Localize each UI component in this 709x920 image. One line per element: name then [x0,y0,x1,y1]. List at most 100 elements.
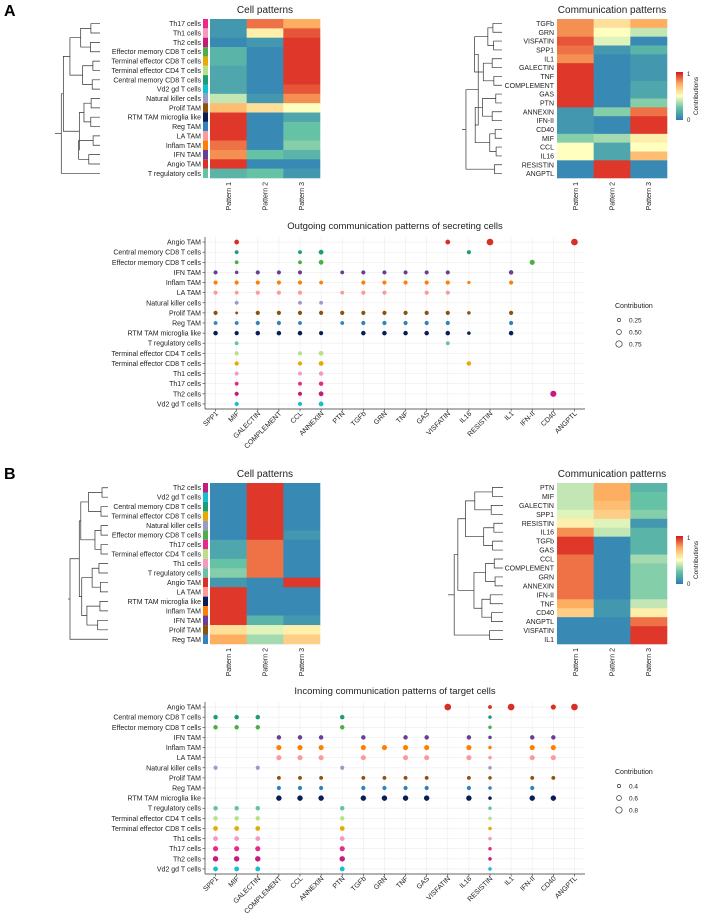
heatmap-row-label: Th17 cells [169,21,201,28]
dot [276,280,281,285]
dot [381,795,388,801]
heatmap-cell [593,107,631,117]
heatmap-cell [593,36,631,46]
dot [234,805,239,811]
dot [360,755,366,761]
dendrogram-branch [100,544,108,555]
dot [466,775,471,780]
heatmap-col-label: Pattern 2 [610,182,617,211]
row-color-swatch [203,28,208,38]
dot [298,250,302,255]
heatmap-cell [593,54,631,64]
dot [234,826,240,831]
heatmap-cell [246,587,284,597]
dot [424,310,429,315]
heatmap-cell [593,491,631,502]
heatmap-row-label: IFN-II [537,592,555,599]
heatmap-col-label: Pattern 1 [573,182,580,211]
dendrogram-branch [80,28,91,48]
dot [276,735,282,740]
heatmap-cell [557,608,594,618]
heatmap-cell [630,160,668,170]
dot [212,856,219,862]
dotplot-col-label: GAS [416,875,432,891]
heatmap-row-label: VISFATIN [523,628,554,635]
heatmap-cell [246,634,284,645]
heatmap-col-label: Pattern 3 [299,182,306,211]
dot [403,775,408,780]
heatmap-col-label: Pattern 3 [646,182,653,211]
dotplot-row-label: T regulatory cells [148,341,202,348]
dot [297,401,303,407]
dot [234,836,240,841]
dot [445,330,451,336]
dot [234,260,239,265]
heatmap-cell [630,617,668,627]
heatmap-cell [630,554,668,564]
dotplot-grid [205,702,585,874]
heatmap-cell [246,131,284,141]
heatmap-cell [630,45,668,55]
dot [276,330,282,336]
heatmap-cell [210,492,247,503]
heatmap-row-label: COMPLEMENT [505,83,555,90]
heatmap-cell [557,581,594,591]
dot [297,290,303,295]
row-color-swatch [203,140,208,150]
dotplot-col-label: PTN [332,875,347,890]
dot [255,330,261,336]
dotplot-col-label: COMPLEMENT [243,410,283,450]
dot [424,270,429,275]
dot [318,249,324,255]
heatmap-cell [283,93,321,104]
dot [508,270,514,275]
dendrogram-branch [491,58,502,68]
dot [213,270,218,275]
dotplot-row-label: Central memory CD8 T cells [113,250,201,257]
heatmap-cell [557,491,594,502]
heatmap-cell [210,56,247,67]
heatmap-cell [246,75,284,85]
row-color-swatch [203,520,208,531]
dot [234,381,239,386]
dot [445,341,450,346]
dot [339,856,345,862]
heatmap-cell [283,65,321,76]
dot [339,836,345,841]
heatmap-col-label: Pattern 1 [226,182,233,211]
heatmap-cell [246,121,284,132]
dot [255,836,261,841]
heatmap-row-label: Angio TAM [167,161,201,168]
heatmap-row-label: Natural killer cells [146,96,201,103]
dot [276,755,282,761]
dot [276,775,281,780]
heatmap-row-label: SPP1 [536,512,554,519]
dot [361,320,366,326]
legend-colorbar [676,72,683,120]
heatmap-row-label: VISFATIN [523,39,554,46]
dot [361,290,366,295]
dendrogram-branch [90,42,100,53]
heatmap-row-label: Prolif TAM [169,105,201,112]
dendrogram-branch [83,102,92,123]
dot [340,765,345,770]
heatmap-cell [593,608,631,618]
heatmap-cell [210,103,247,113]
dot [382,270,387,275]
dot [361,330,366,336]
heatmap-row-label: GAS [539,548,554,555]
row-color-swatch [203,568,208,578]
dot [234,391,239,396]
dot [276,270,281,275]
dot [234,331,239,336]
dot [234,361,239,366]
heatmap-row-label: GALECTIN [519,65,554,72]
dotplot-row-label: Effector memory CD8 T cells [112,725,202,732]
dotplot-row-label: Th17 cells [169,846,201,853]
heatmap-col-label: Pattern 2 [263,648,270,677]
heatmap-row-label: Angio TAM [167,580,201,587]
heatmap-cell [630,590,668,600]
heatmap-row-label: RESISTIN [522,521,554,528]
dot [213,826,218,831]
dot [488,745,492,750]
